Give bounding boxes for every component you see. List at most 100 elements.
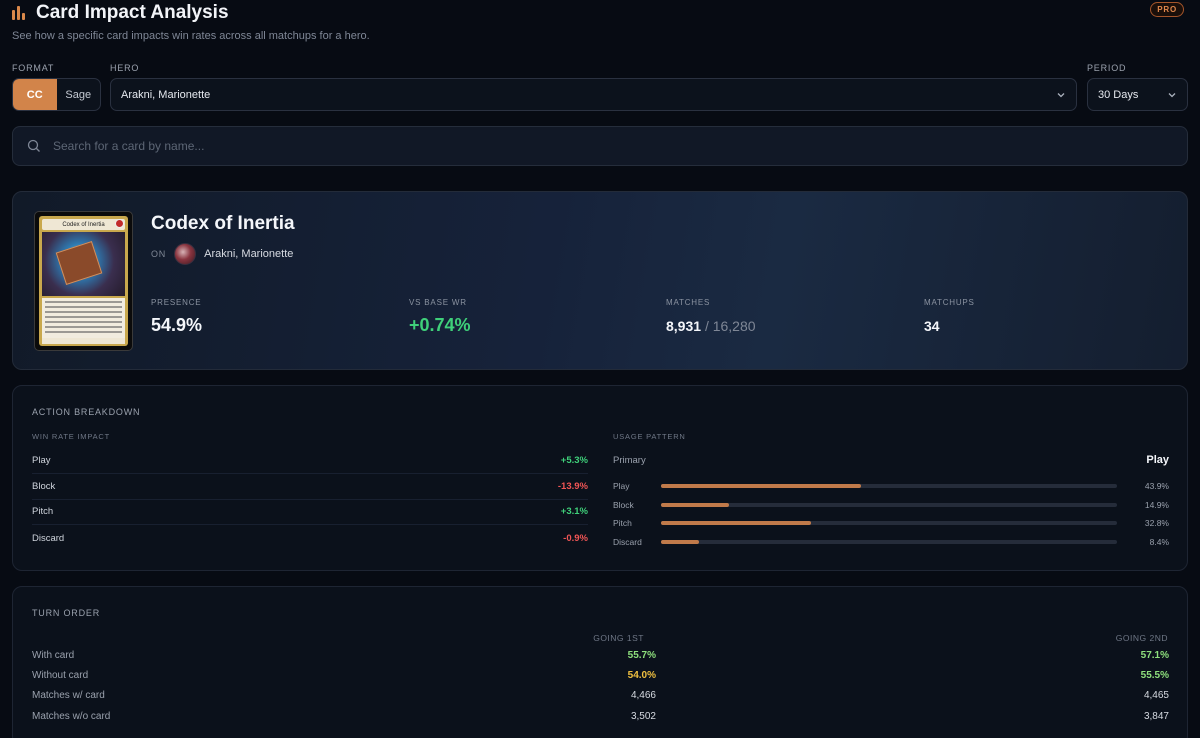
impact-row-block: Block -13.9%: [32, 474, 588, 500]
chevron-down-icon: [1057, 92, 1065, 97]
usage-bar-track: [661, 540, 1117, 544]
stat-matches-label: MATCHES: [666, 298, 711, 307]
format-toggle: CC Sage: [12, 78, 101, 111]
card-image[interactable]: Codex of Inertia: [34, 211, 133, 351]
primary-label: Primary: [613, 454, 646, 466]
stat-presence-label: PRESENCE: [151, 298, 202, 307]
usage-pct: 43.9%: [1144, 481, 1169, 491]
turn-going-first-value: 4,466: [630, 690, 656, 701]
win-rate-impact-label: WIN RATE IMPACT: [32, 432, 110, 441]
card-art-name: Codex of Inertia: [42, 219, 125, 230]
usage-bar-track: [661, 521, 1117, 525]
stat-vs-base: VS BASE WR +0.74%: [409, 298, 471, 336]
stat-matches: MATCHES 8,931 / 16,280: [666, 298, 756, 334]
turn-order-panel: TURN ORDER GOING 1ST GOING 2ND With card…: [12, 586, 1188, 738]
turn-going-second-value: 4,465: [1143, 690, 1169, 701]
card-search-bar: [12, 126, 1188, 166]
turn-going-second-value: 3,847: [1143, 711, 1169, 722]
bar-chart-icon: [12, 5, 28, 21]
page-subtitle: See how a specific card impacts win rate…: [12, 30, 370, 42]
pitch-indicator: [115, 219, 124, 228]
card-name: Codex of Inertia: [151, 213, 295, 234]
turn-going-first-value: 3,502: [630, 711, 656, 722]
usage-bar-fill: [661, 484, 862, 488]
impact-value: +5.3%: [560, 455, 588, 466]
usage-row-play: Play 43.9%: [613, 479, 1169, 493]
card-search-input[interactable]: [53, 139, 1173, 153]
going-second-header: GOING 2ND: [1115, 633, 1168, 643]
impact-value: -13.9%: [557, 481, 588, 492]
usage-pct: 32.8%: [1144, 518, 1169, 528]
hero-avatar: [174, 243, 197, 265]
page-header: Card Impact Analysis See how a specific …: [12, 2, 1188, 46]
stat-vs-base-value: +0.74%: [409, 315, 471, 335]
impact-value: -0.9%: [563, 532, 588, 544]
action-breakdown-panel: ACTION BREAKDOWN WIN RATE IMPACT USAGE P…: [12, 385, 1188, 571]
period-label: PERIOD: [1087, 63, 1127, 73]
usage-name: Pitch: [613, 518, 632, 528]
usage-bar-fill: [661, 521, 811, 525]
usage-pct: 8.4%: [1149, 537, 1169, 547]
format-cc-button[interactable]: CC: [13, 79, 57, 110]
turn-going-first-value: 54.0%: [627, 670, 656, 681]
impact-row-pitch: Pitch +3.1%: [32, 499, 588, 525]
usage-pattern-label: USAGE PATTERN: [613, 432, 686, 441]
turn-going-second-value: 57.1%: [1140, 650, 1169, 661]
going-first-header: GOING 1ST: [593, 633, 644, 643]
stat-matchups: MATCHUPS 34: [924, 298, 975, 334]
card-hero-row: ON Arakni, Marionette: [151, 243, 293, 265]
usage-name: Discard: [613, 537, 642, 547]
turn-row-without-card: Without card 54.0% 55.5%: [32, 667, 1169, 687]
turn-going-second-value: 55.5%: [1140, 670, 1169, 681]
turn-row-label: With card: [32, 650, 75, 661]
period-select-value: 30 Days: [1098, 88, 1139, 101]
impact-name: Discard: [32, 532, 65, 544]
usage-name: Play: [613, 481, 630, 491]
usage-row-block: Block 14.9%: [613, 498, 1169, 512]
turn-row-matches-with: Matches w/ card 4,466 4,465: [32, 687, 1169, 707]
card-summary-panel: Codex of Inertia Codex of Inertia ON Ara…: [12, 191, 1188, 370]
hero-label: HERO: [110, 63, 140, 73]
stat-presence: PRESENCE 54.9%: [151, 298, 202, 336]
on-label: ON: [151, 249, 167, 259]
impact-name: Block: [32, 481, 56, 492]
usage-row-discard: Discard 8.4%: [613, 535, 1169, 549]
impact-value: +3.1%: [560, 506, 588, 517]
usage-pct: 14.9%: [1144, 500, 1169, 510]
turn-row-with-card: With card 55.7% 57.1%: [32, 647, 1169, 667]
turn-row-matches-without: Matches w/o card 3,502 3,847: [32, 708, 1169, 728]
turn-order-title: TURN ORDER: [32, 608, 100, 618]
stat-vs-base-label: VS BASE WR: [409, 298, 467, 307]
stat-matches-total: / 16,280: [704, 318, 756, 334]
pro-badge: PRO: [1150, 2, 1184, 17]
stat-matchups-label: MATCHUPS: [924, 298, 975, 307]
stat-presence-value: 54.9%: [151, 315, 203, 335]
impact-name: Play: [32, 455, 51, 466]
impact-row-play: Play +5.3%: [32, 448, 588, 474]
period-select[interactable]: 30 Days: [1087, 78, 1188, 111]
turn-going-first-value: 55.7%: [627, 650, 656, 661]
usage-bar-fill: [661, 540, 700, 544]
primary-value: Play: [1146, 454, 1169, 466]
primary-usage-row: Primary Play: [613, 454, 1169, 466]
usage-bar-track: [661, 484, 1117, 488]
format-label: FORMAT: [12, 63, 55, 73]
page-title: Card Impact Analysis: [36, 2, 229, 23]
action-breakdown-title: ACTION BREAKDOWN: [32, 407, 141, 417]
stat-matchups-value: 34: [924, 318, 940, 334]
usage-name: Block: [613, 500, 634, 510]
impact-row-discard: Discard -0.9%: [32, 525, 588, 551]
usage-row-pitch: Pitch 32.8%: [613, 516, 1169, 530]
turn-row-label: Without card: [32, 670, 89, 681]
usage-bar-fill: [661, 503, 729, 507]
search-icon: [27, 139, 40, 152]
chevron-down-icon: [1168, 92, 1176, 97]
card-hero-name: Arakni, Marionette: [204, 248, 294, 260]
turn-row-label: Matches w/ card: [32, 690, 105, 701]
hero-select-value: Arakni, Marionette: [121, 88, 211, 101]
hero-select[interactable]: Arakni, Marionette: [110, 78, 1077, 111]
usage-bar-track: [661, 503, 1117, 507]
impact-name: Pitch: [32, 506, 54, 517]
format-sage-button[interactable]: Sage: [65, 88, 92, 101]
turn-row-label: Matches w/o card: [32, 711, 111, 722]
